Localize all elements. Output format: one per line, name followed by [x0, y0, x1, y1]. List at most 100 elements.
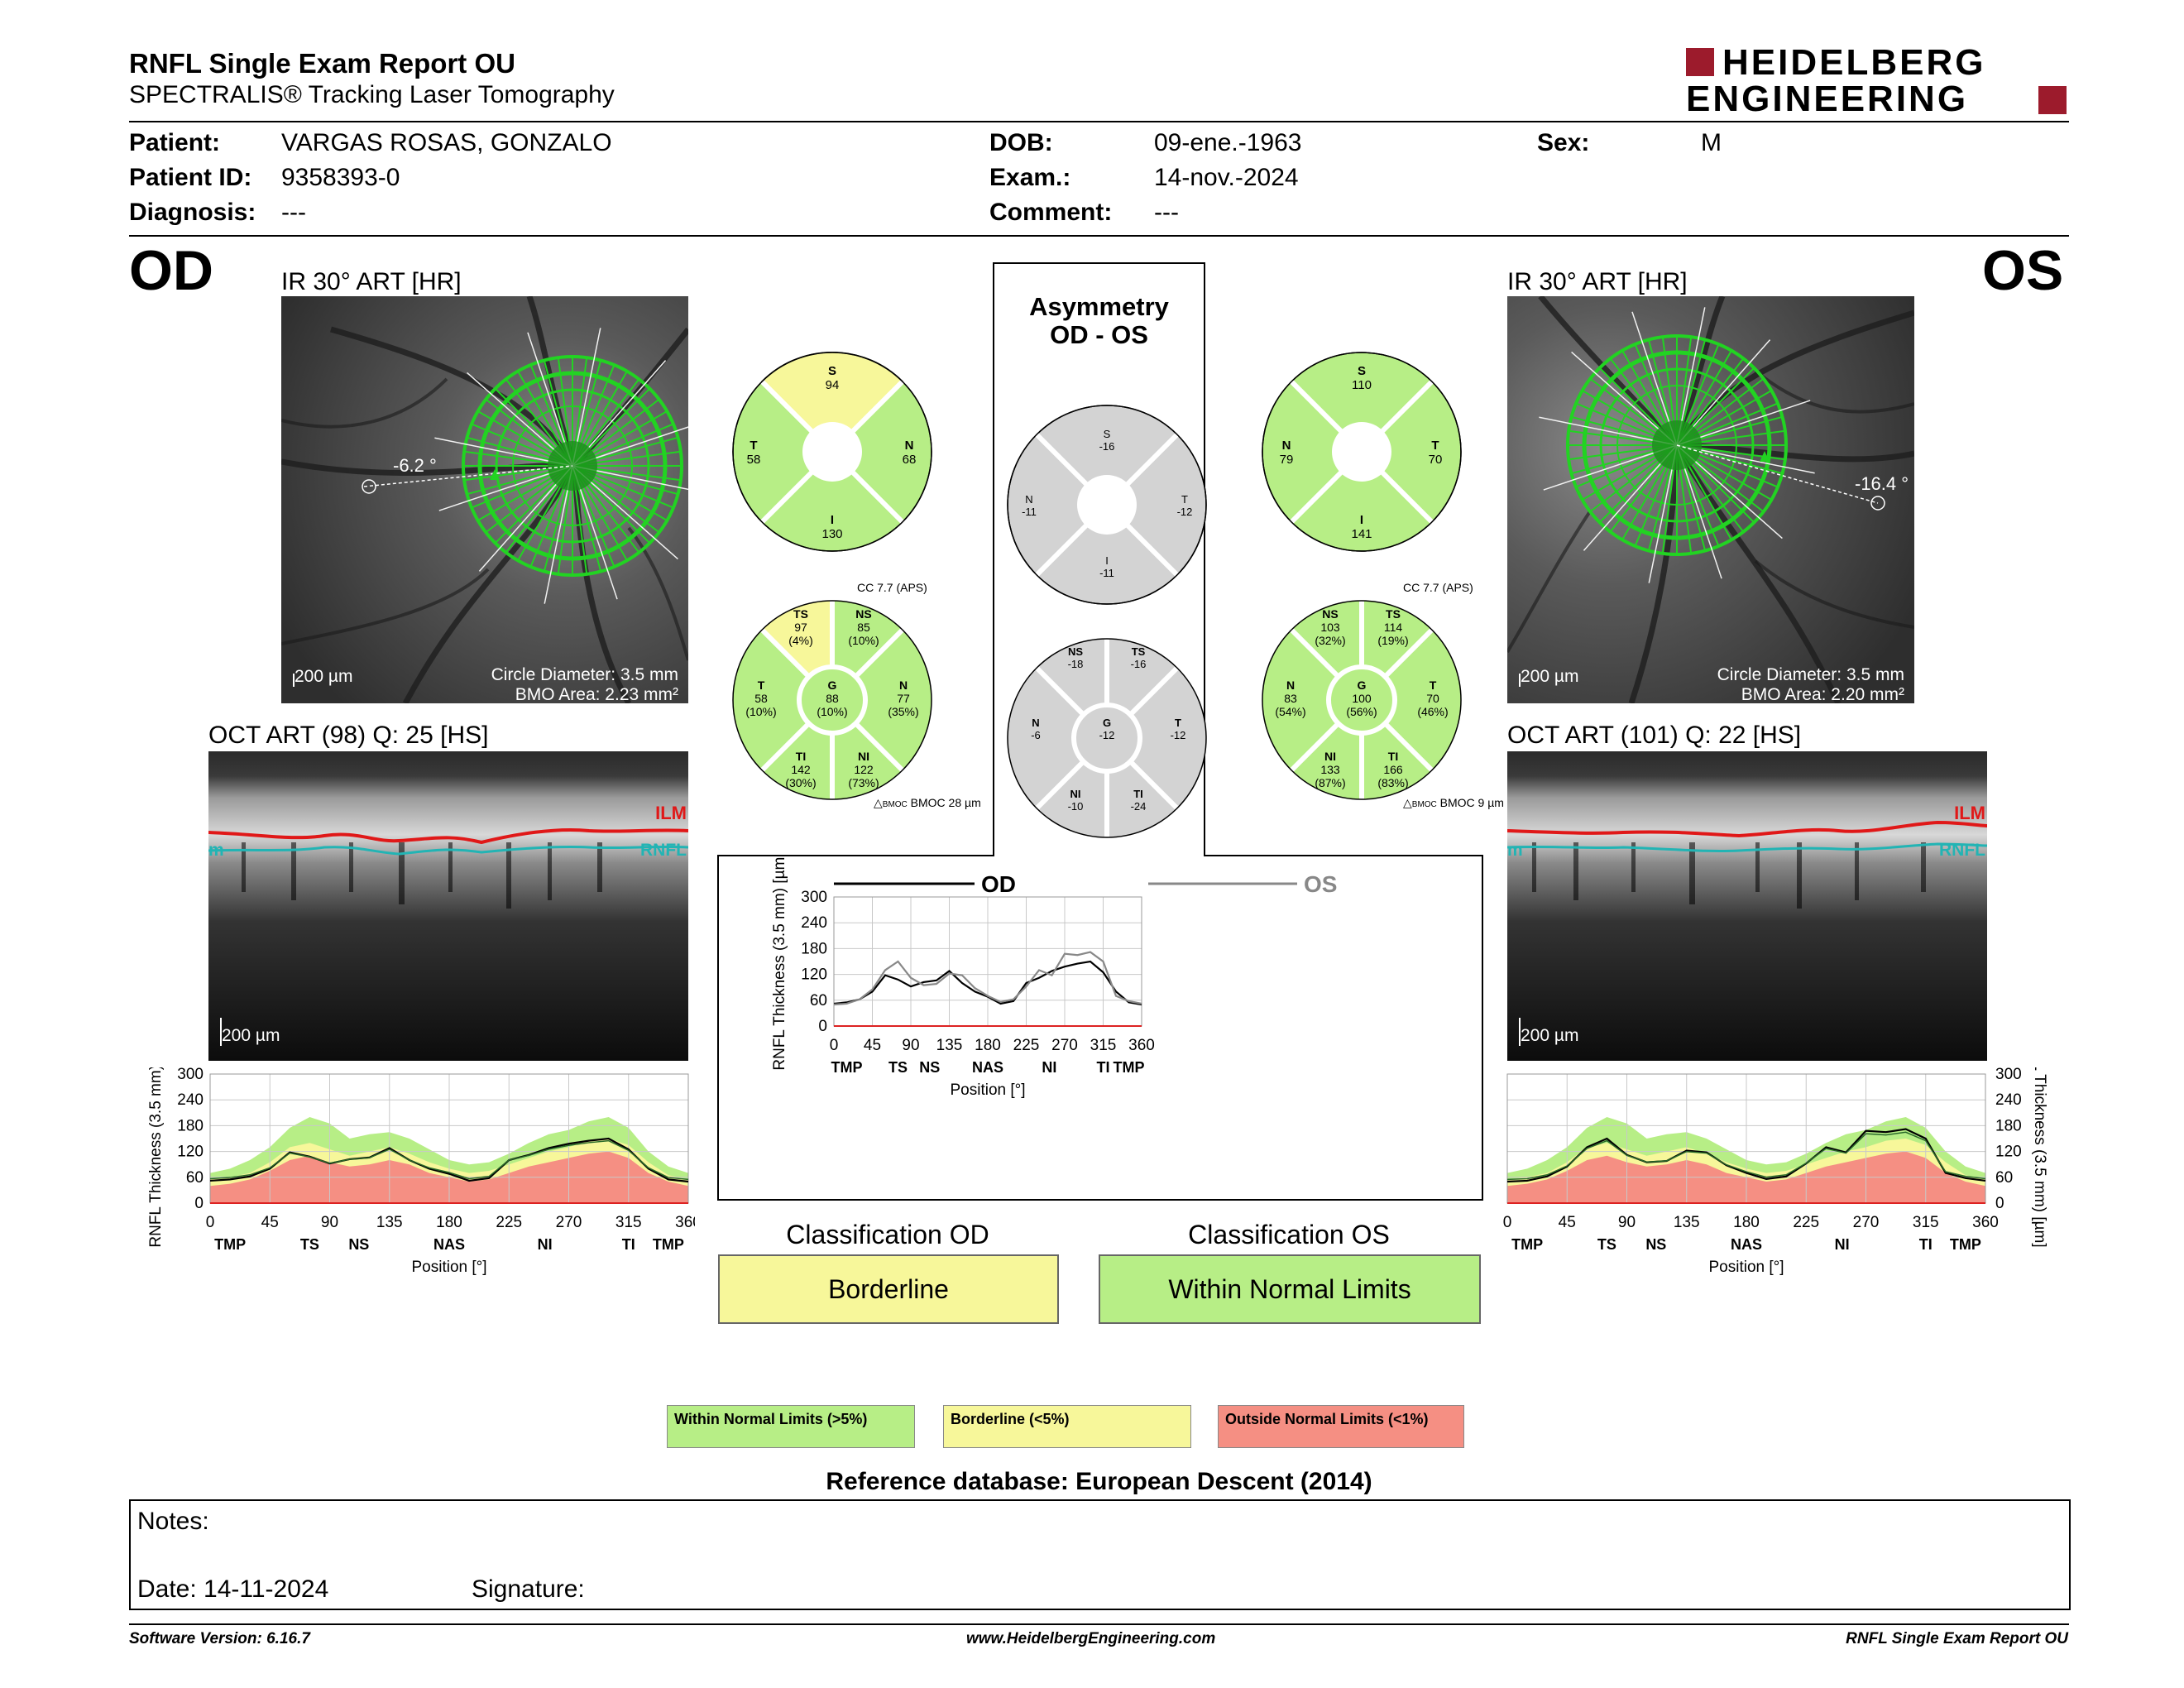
- sector-value: (32%): [1315, 634, 1346, 647]
- od-quad-t: T 58: [746, 439, 761, 467]
- os-sector-chart: [1262, 600, 1462, 800]
- footer-report-name: RNFL Single Exam Report OU: [1846, 1630, 2068, 1647]
- os-quad-i: I 141: [1351, 513, 1372, 541]
- od-quad-n-value: 68: [902, 453, 917, 467]
- sector-axis-label: TMP: [1950, 1236, 1981, 1253]
- os-oct-image: ILM RNFL m 200 µm: [1507, 751, 1987, 1061]
- sector-value: 88: [826, 692, 839, 705]
- sector-name: NS: [1067, 645, 1084, 658]
- footer-url[interactable]: www.HeidelbergEngineering.com: [966, 1630, 1216, 1647]
- sector-value: -16: [1130, 658, 1147, 670]
- x-tick-label: 0: [206, 1214, 215, 1231]
- sector-axis-label: NI: [538, 1236, 553, 1253]
- od-oct-label: OCT ART (98) Q: 25 [HS]: [208, 722, 489, 749]
- sector-n: N 83 (54%): [1257, 679, 1324, 718]
- y-tick-label: 300: [1995, 1067, 2022, 1083]
- sector-n: N -6: [1003, 717, 1069, 741]
- sector-value: (10%): [745, 705, 777, 718]
- sector-name: TS: [1386, 607, 1401, 621]
- os-angle: -16.4 °: [1855, 473, 1909, 494]
- os-oct-scale-text: 200 µm: [1521, 1026, 1579, 1045]
- sector-name: G: [1357, 679, 1367, 692]
- x-tick-label: 135: [936, 1037, 963, 1054]
- y-tick-label: 120: [1995, 1144, 2022, 1161]
- sector-t: T 58 (10%): [728, 679, 794, 718]
- x-tick-label: 270: [1051, 1037, 1078, 1054]
- x-tick-label: 225: [496, 1214, 522, 1231]
- od-eye-label: OD: [129, 239, 213, 302]
- x-tick-label: 180: [436, 1214, 462, 1231]
- od-bmoc: △BMOC BMOC 28 µm: [874, 796, 981, 809]
- sector-ti: TI 166 (83%): [1360, 750, 1426, 789]
- y-tick-label: 120: [801, 966, 827, 984]
- x-tick-label: 0: [830, 1037, 839, 1054]
- y-tick-label: 60: [1995, 1169, 2013, 1187]
- os-scale-text: 200 µm: [1521, 667, 1579, 686]
- x-tick-label: 90: [902, 1037, 919, 1054]
- classification-od-title: Classification OD: [786, 1220, 989, 1249]
- dob-value: 09-ene.-1963: [1154, 129, 1302, 156]
- sector-axis-label: NAS: [433, 1236, 465, 1253]
- sector-axis-label: TS: [1597, 1236, 1616, 1253]
- y-tick-label: 240: [801, 914, 827, 932]
- sector-value: (30%): [785, 776, 817, 789]
- sex-label: Sex:: [1537, 129, 1590, 156]
- legend-within-normal: Within Normal Limits (>5%): [667, 1405, 915, 1448]
- x-tick-label: 180: [975, 1037, 1001, 1054]
- od-rnfl-edge-label: m: [208, 841, 224, 860]
- asym-quad-n-value: -11: [1022, 506, 1037, 518]
- sector-ts: TS 97 (4%): [768, 607, 834, 647]
- x-tick-label: 225: [1793, 1214, 1819, 1231]
- y-tick-label: 180: [177, 1117, 204, 1134]
- sector-value: -18: [1067, 658, 1084, 670]
- legend-os-label: OS: [1304, 871, 1337, 897]
- sector-ns: NS -18: [1042, 645, 1109, 670]
- exam-value: 14-nov.-2024: [1154, 164, 1299, 191]
- od-sector-chart: [732, 600, 932, 800]
- notes-signature: Signature:: [472, 1575, 585, 1603]
- sector-name: N: [898, 679, 908, 692]
- sector-value: 114: [1383, 621, 1403, 634]
- sector-ni: NI 133 (87%): [1297, 750, 1363, 789]
- sector-value: 166: [1383, 763, 1403, 776]
- y-axis-title: RNFL Thickness (3.5 mm) [µm]: [2031, 1067, 2048, 1248]
- sector-value: (46%): [1417, 705, 1449, 718]
- sector-name: NS: [1322, 607, 1339, 621]
- asym-sector-chart: [1007, 638, 1207, 838]
- x-tick-label: 270: [556, 1214, 582, 1231]
- notes-box[interactable]: Notes: Date: 14-11-2024 Signature:: [129, 1499, 2071, 1610]
- y-tick-label: 180: [801, 940, 827, 957]
- patient-name: VARGAS ROSAS, GONZALO: [281, 129, 612, 156]
- os-fundus-image: -16.4 ° 200 µm Circle Diameter: 3.5 mm B…: [1507, 296, 1914, 703]
- sector-value: -12: [1099, 729, 1115, 741]
- y-tick-label: 120: [177, 1144, 204, 1161]
- od-circle-diameter: Circle Diameter: 3.5 mm: [491, 665, 678, 684]
- logo-word-1: HEIDELBERG: [1722, 42, 1986, 83]
- od-quad-i-value: 130: [821, 527, 843, 541]
- sector-axis-label: TS: [300, 1236, 319, 1253]
- report-title: RNFL Single Exam Report OU: [129, 48, 515, 79]
- asymmetry-frame: [717, 262, 1483, 1201]
- os-eye-label: OS: [1982, 239, 2064, 302]
- x-tick-label: 90: [321, 1214, 338, 1231]
- y-tick-label: 60: [186, 1169, 204, 1187]
- patient-id-label: Patient ID:: [129, 164, 252, 191]
- sector-value: 133: [1320, 763, 1340, 776]
- os-quadrant-chart: [1262, 352, 1462, 552]
- sector-g: G -12: [1074, 717, 1140, 741]
- od-oct-image: ILM RNFL m 200 µm: [208, 751, 688, 1061]
- y-tick-label: 0: [1995, 1195, 2004, 1212]
- asym-quad-t: T -12: [1176, 493, 1193, 518]
- diagnosis-label: Diagnosis:: [129, 199, 256, 226]
- y-tick-label: 300: [177, 1067, 204, 1083]
- sector-value: 100: [1352, 692, 1372, 705]
- sector-axis-label: NI: [1042, 1059, 1056, 1076]
- sector-axis-label: TMP: [1114, 1059, 1145, 1076]
- os-quad-s-value: 110: [1352, 378, 1372, 392]
- os-ilm-label: ILM: [1954, 803, 1985, 823]
- os-oct-scale: 200 µm: [1519, 1018, 1578, 1046]
- od-oct-scale: 200 µm: [220, 1018, 280, 1046]
- os-bmo-area: BMO Area: 2.20 mm²: [1741, 685, 1904, 703]
- od-quad-t-value: 58: [746, 453, 761, 467]
- od-fundus-info: Circle Diameter: 3.5 mm BMO Area: 2.23 m…: [491, 665, 678, 703]
